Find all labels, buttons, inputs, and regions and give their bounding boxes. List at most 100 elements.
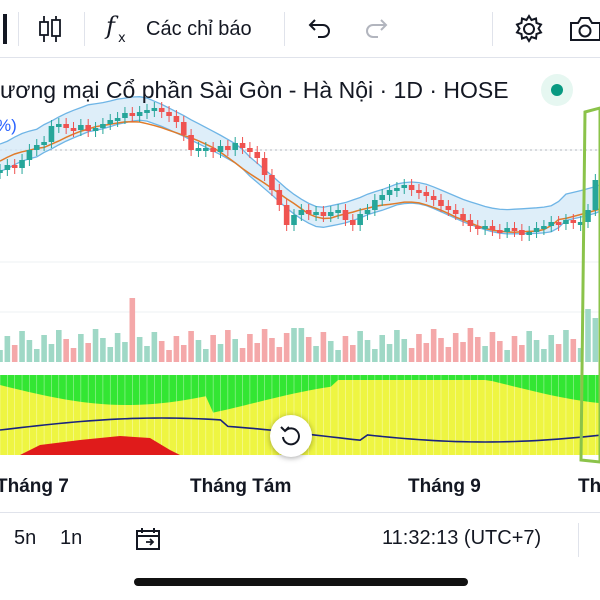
volume-bar — [232, 339, 238, 362]
chart-type-button[interactable] — [30, 10, 70, 48]
candle-body — [497, 230, 503, 233]
candle-body — [445, 206, 452, 210]
candle-body — [342, 210, 349, 220]
clock-timezone[interactable]: 11:32:13 (UTC+7) — [382, 527, 542, 549]
candle-body — [430, 196, 437, 200]
percent-change-fragment: %) — [0, 116, 17, 135]
volume-bar — [129, 298, 136, 362]
undo-button[interactable] — [302, 10, 336, 48]
volume-bar — [283, 333, 290, 362]
volume-bar — [291, 328, 297, 362]
candle-body — [269, 175, 275, 190]
candle-body — [570, 220, 577, 223]
toolbar-overflow[interactable] — [0, 10, 12, 48]
volume-bar — [533, 340, 540, 362]
snapshot-button[interactable] — [566, 10, 600, 48]
volume-bar — [519, 345, 525, 362]
volume-bar — [401, 339, 408, 362]
volume-bar — [122, 342, 128, 362]
redo-button[interactable] — [360, 10, 394, 48]
indicators-button[interactable]: f x Các chỉ báo — [100, 10, 270, 48]
reset-chart-button[interactable] — [270, 415, 312, 457]
toolbar-divider — [18, 12, 19, 46]
volume-bar — [70, 348, 77, 362]
volume-bar — [107, 347, 114, 362]
candle-body — [283, 205, 290, 225]
symbol-title: ương mại Cổ phần Sài Gòn - Hà Nội · 1D ·… — [0, 77, 509, 103]
volume-bar — [100, 338, 106, 362]
candle-body — [386, 190, 393, 195]
candle-body — [452, 210, 459, 214]
highlight-drawing[interactable] — [579, 106, 600, 464]
volume-bar — [136, 337, 143, 362]
chart-grid — [0, 149, 600, 313]
volume-bar — [526, 331, 532, 362]
volume-bar — [592, 318, 599, 362]
indicator-red-area — [20, 436, 180, 455]
camera-icon — [570, 17, 600, 41]
settings-button[interactable] — [510, 10, 548, 48]
candle-body — [592, 180, 599, 210]
candle-body — [585, 210, 591, 222]
volume-bar — [158, 341, 165, 362]
candle-body — [555, 222, 562, 225]
volume-bar — [357, 331, 363, 362]
candle-body — [291, 215, 297, 225]
range-5d-button[interactable]: 5n — [14, 527, 37, 549]
candle-body — [33, 145, 40, 150]
volume-bar — [570, 339, 577, 362]
candle-body — [114, 118, 121, 121]
volume-bar — [511, 336, 518, 362]
undo-icon — [308, 19, 330, 38]
go-to-date-button[interactable] — [134, 525, 162, 559]
range-1m-button[interactable]: 1n — [60, 527, 83, 549]
month-label-october: Th — [578, 476, 600, 497]
candle-body — [100, 124, 106, 128]
candle-body — [305, 210, 312, 214]
indicators-label: Các chỉ báo — [146, 17, 252, 40]
candle-body — [364, 210, 371, 214]
toolbar-divider — [84, 12, 85, 46]
month-label-august: Tháng Tám — [190, 476, 292, 497]
candle-body — [195, 148, 202, 151]
candlestick-icon — [39, 16, 61, 42]
price-chart[interactable] — [0, 58, 600, 468]
volume-bar — [298, 328, 305, 362]
candle-body — [0, 170, 3, 173]
candle-body — [225, 146, 231, 150]
volume-bar — [247, 334, 253, 362]
candle-body — [320, 212, 327, 216]
candle-body — [335, 210, 341, 213]
volume-bar — [210, 335, 216, 362]
volume-bar — [489, 332, 496, 362]
candle-body — [533, 228, 540, 232]
candle-body — [107, 120, 114, 124]
volume-bar — [416, 334, 422, 362]
volume-bar — [445, 347, 452, 362]
volume-bar — [350, 345, 356, 362]
candle-body — [416, 190, 422, 193]
volume-bar — [408, 348, 415, 362]
candle-body — [276, 190, 283, 205]
volume-bar — [180, 345, 187, 362]
band-upper-line — [0, 96, 600, 211]
candle-body — [122, 113, 128, 118]
volume-bar — [430, 329, 437, 362]
candle-body — [350, 220, 356, 225]
volume-bar — [48, 344, 55, 362]
volume-bar — [555, 344, 562, 362]
candle-body — [56, 124, 62, 127]
volume-bar — [386, 344, 393, 362]
volume-bar — [166, 350, 172, 362]
candle-body — [526, 232, 532, 235]
candle-body — [188, 135, 194, 150]
candle-body — [232, 143, 238, 150]
candle-body — [41, 142, 47, 145]
bottom-range-bar: 5n 1n 11:32:13 (UTC+7) — [0, 512, 600, 564]
volume-bar — [173, 336, 180, 362]
volume-bar — [254, 343, 261, 362]
volume-bar — [342, 336, 349, 362]
redo-icon — [366, 19, 388, 38]
live-status-icon[interactable] — [541, 74, 573, 106]
candle-body — [11, 165, 18, 168]
